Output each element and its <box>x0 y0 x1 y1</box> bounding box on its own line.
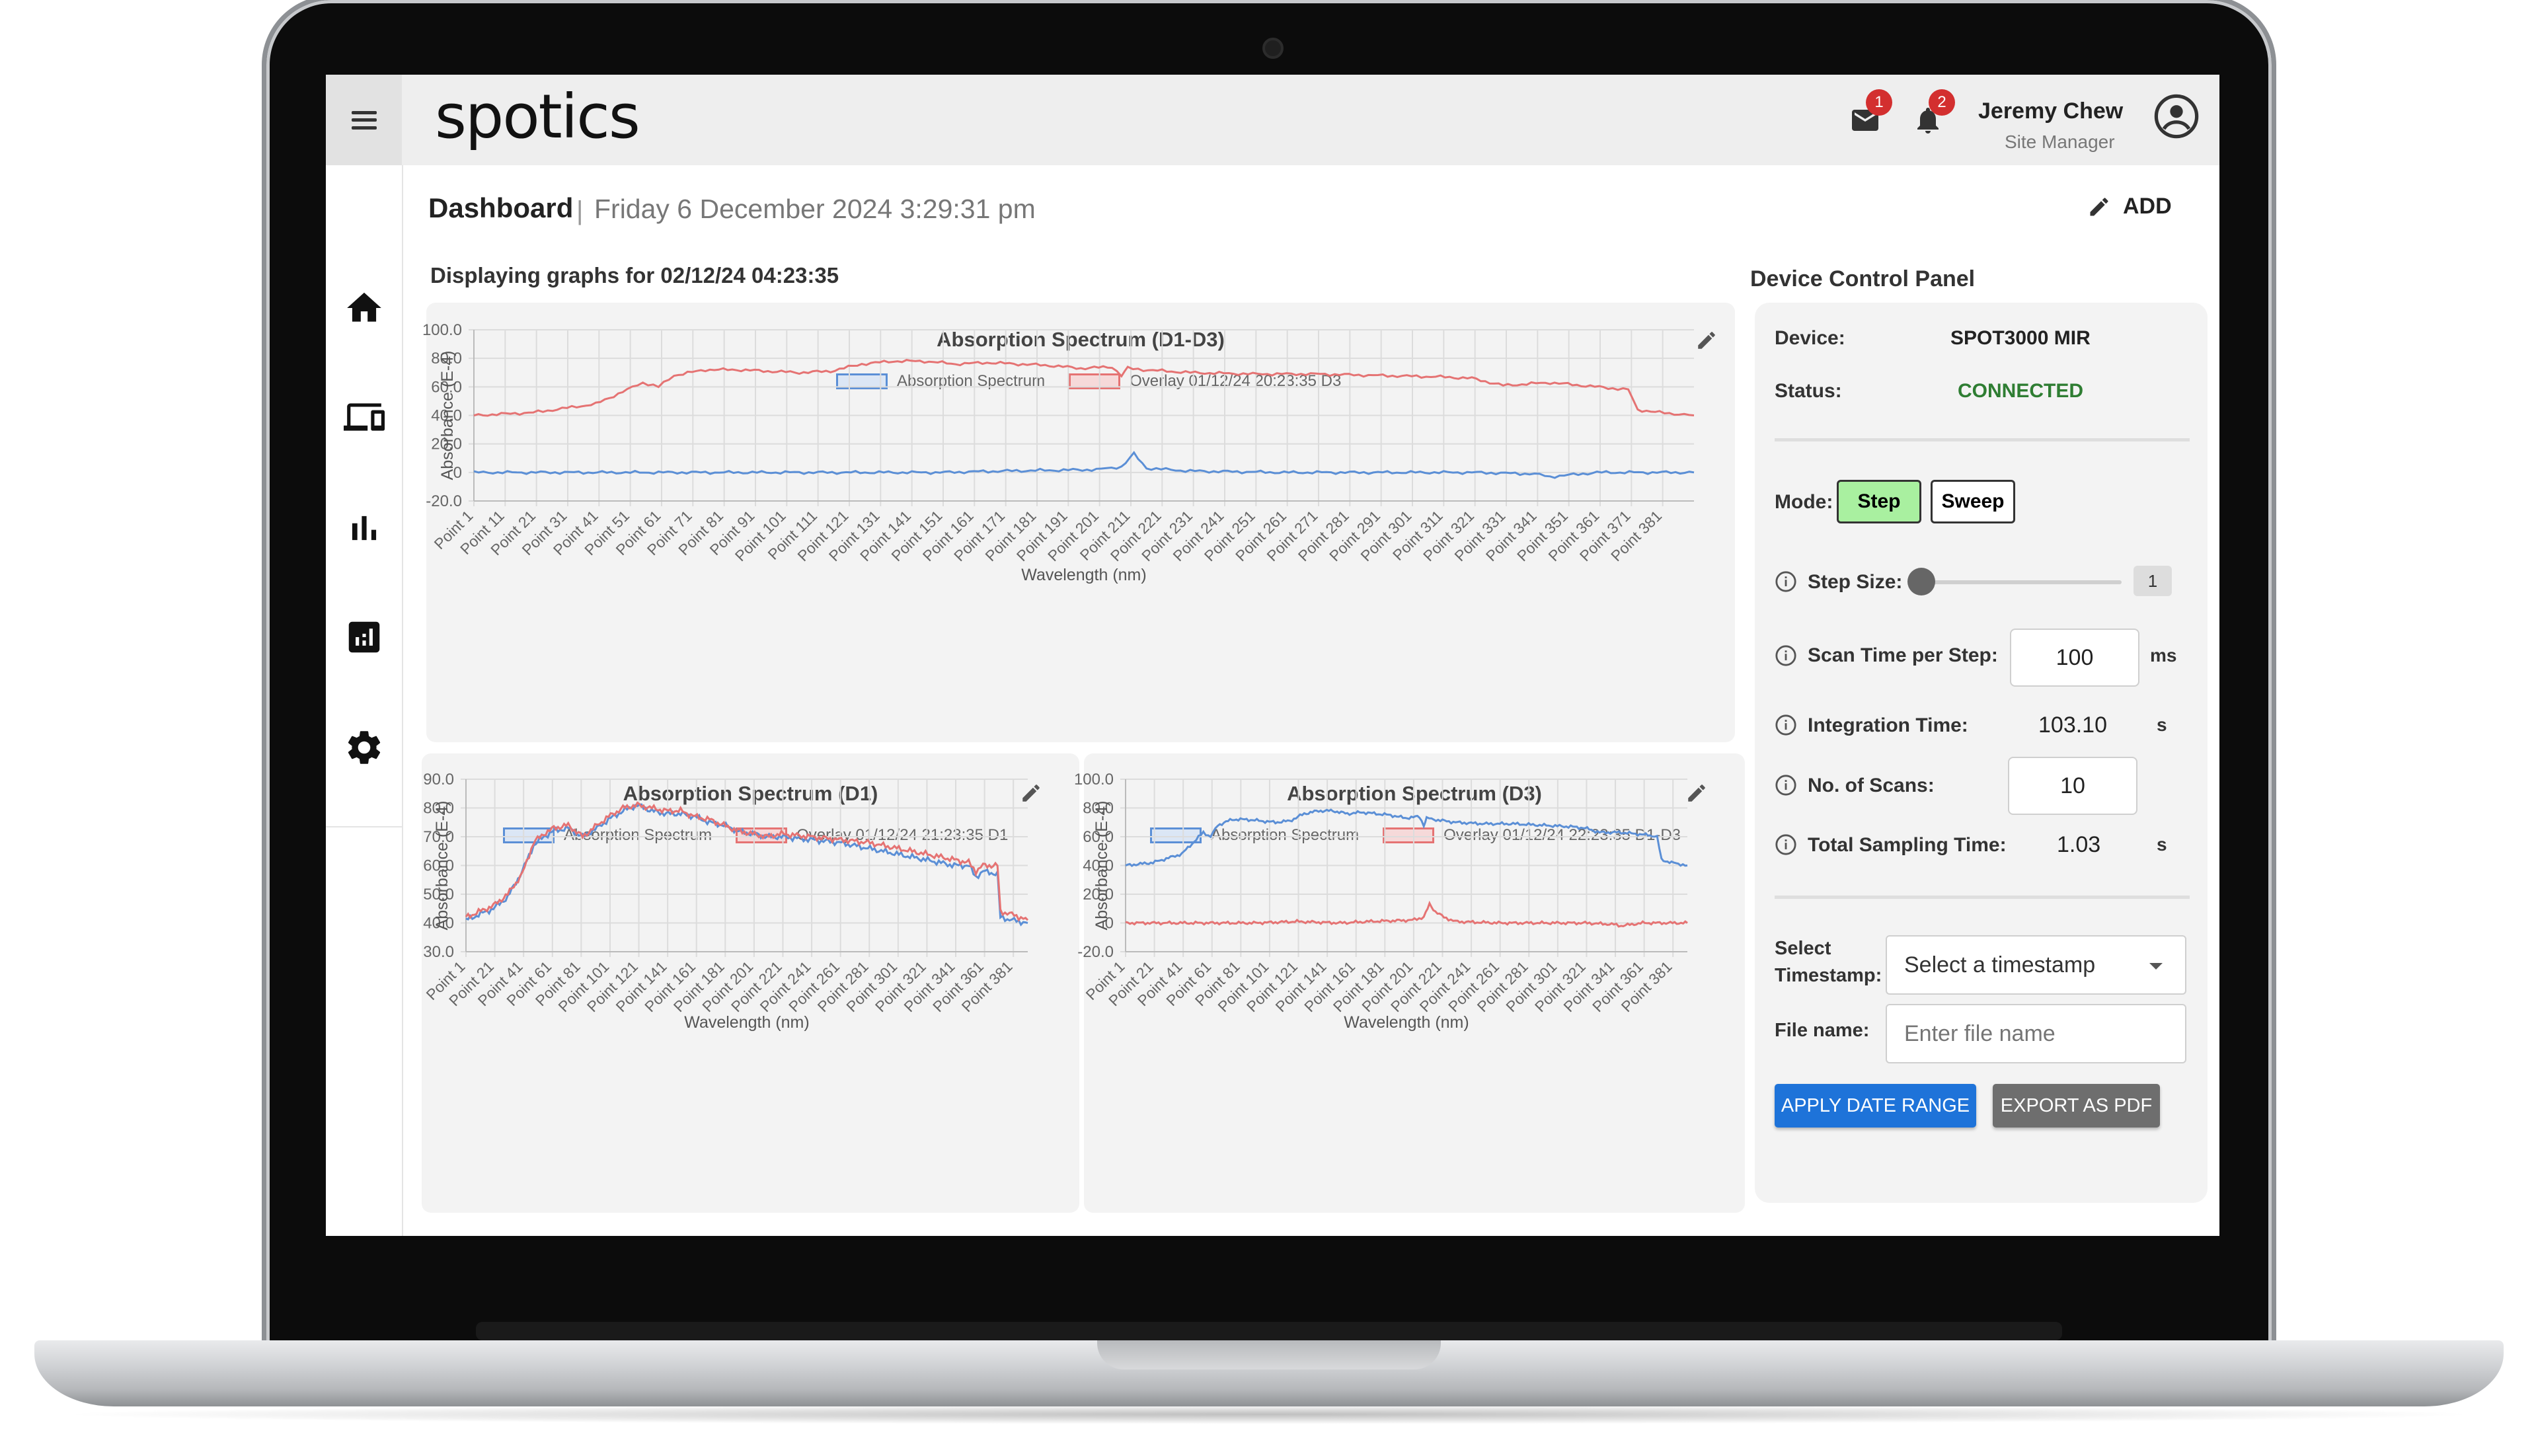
step-size-value: 1 <box>2134 566 2172 596</box>
chart-card-d3: Absorption Spectrum (D3) Absorption Spec… <box>1084 753 1745 1213</box>
user-name: Jeremy Chew <box>1978 98 2124 124</box>
chart-title: Absorption Spectrum (D1-D3) <box>937 328 1225 351</box>
page-datetime: Friday 6 December 2024 3:29:31 pm <box>594 194 1036 224</box>
total-time-label: Total Sampling Time: <box>1808 834 2007 856</box>
info-icon <box>1775 775 1796 796</box>
chart-title: Absorption Spectrum (D3) <box>1287 782 1542 805</box>
legend-swatch-red <box>736 827 788 843</box>
settings-icon[interactable] <box>344 727 385 768</box>
home-icon[interactable] <box>344 287 385 328</box>
step-size-slider-track[interactable] <box>1923 580 2122 584</box>
account-circle-icon[interactable] <box>2153 93 2200 139</box>
laptop-shadow <box>53 1404 2485 1424</box>
app-screen: spotics 1 2 Jeremy Chew Site Manager <box>326 75 2219 1236</box>
mail-badge: 1 <box>1866 89 1892 116</box>
panel-divider <box>1775 438 2190 441</box>
legend-swatch-blue <box>503 827 555 843</box>
chart-title: Absorption Spectrum (D1) <box>623 782 878 805</box>
mode-step-button[interactable]: Step <box>1837 480 1921 523</box>
displaying-text: Displaying graphs for 02/12/24 04:23:35 <box>430 263 839 287</box>
mode-label: Mode: <box>1775 491 1833 513</box>
page-title: Dashboard <box>428 192 574 223</box>
edit-chart-icon[interactable] <box>1020 782 1042 804</box>
top-bar: spotics 1 2 Jeremy Chew Site Manager <box>326 75 2219 165</box>
status-value: CONNECTED <box>1958 380 2084 402</box>
app-logo: spotics <box>435 81 640 152</box>
device-value: SPOT3000 MIR <box>1950 327 2091 349</box>
legend-swatch-blue <box>836 373 888 389</box>
export-pdf-button[interactable]: EXPORT AS PDF <box>1993 1084 2160 1128</box>
num-scans-input[interactable]: 10 <box>2008 757 2137 815</box>
step-size-label: Step Size: <box>1808 571 1903 593</box>
apply-date-range-button[interactable]: APPLY DATE RANGE <box>1775 1084 1976 1128</box>
nav-divider <box>326 826 402 827</box>
laptop-hinge <box>476 1322 2062 1340</box>
chart-legend: Absorption Spectrum Overlay 01/12/24 22:… <box>1150 826 1695 845</box>
chart-card-d1: Absorption Spectrum (D1) Absorption Spec… <box>422 753 1079 1213</box>
hamburger-icon <box>351 110 377 130</box>
legend-label: Absorption Spectrum <box>897 372 1046 390</box>
title-separator: | <box>576 196 584 225</box>
legend-swatch-blue <box>1150 827 1202 843</box>
timestamp-select-value: Select a timestamp <box>1904 952 2096 977</box>
legend-label: Overlay 01/12/24 21:23:35 D1 <box>796 826 1009 844</box>
notification-badge: 2 <box>1929 89 1955 116</box>
file-name-input[interactable] <box>1886 1004 2186 1063</box>
total-time-value: 1.03 <box>2057 832 2101 857</box>
legend-label: Overlay 01/12/24 20:23:35 D3 <box>1130 372 1342 390</box>
legend-label: Overlay 01/12/24 22:23:35 D1-D3 <box>1443 826 1681 844</box>
devices-icon[interactable] <box>344 397 385 438</box>
add-button[interactable]: ADD <box>2087 194 2172 219</box>
device-label: Device: <box>1775 327 1845 349</box>
chart-legend: Absorption Spectrum Overlay 01/12/24 20:… <box>836 372 1356 391</box>
step-size-slider-thumb[interactable] <box>1907 568 1935 595</box>
legend-swatch-red <box>1383 827 1435 843</box>
laptop-notch <box>1097 1340 1441 1369</box>
scan-time-label: Scan Time per Step: <box>1808 644 1998 666</box>
chart-card-d1-d3: Absorption Spectrum (D1-D3) Absorption S… <box>426 303 1735 742</box>
chart-legend: Absorption Spectrum Overlay 01/12/24 21:… <box>503 826 1022 845</box>
edit-chart-icon[interactable] <box>1685 782 1708 804</box>
mode-sweep-button[interactable]: Sweep <box>1931 480 2015 523</box>
report-icon[interactable] <box>344 617 385 658</box>
info-icon <box>1775 645 1796 666</box>
edit-chart-icon[interactable] <box>1695 329 1718 352</box>
num-scans-label: No. of Scans: <box>1808 775 1935 796</box>
total-time-unit: s <box>2157 834 2167 855</box>
side-nav <box>326 165 403 1236</box>
info-icon <box>1775 571 1796 592</box>
timestamp-select[interactable]: Select a timestamp <box>1886 935 2186 995</box>
integration-label: Integration Time: <box>1808 714 1968 736</box>
panel-divider <box>1775 896 2190 899</box>
legend-label: Absorption Spectrum <box>564 826 712 844</box>
user-role: Site Manager <box>2005 132 2115 152</box>
chevron-down-icon <box>2149 963 2163 970</box>
integration-unit: s <box>2157 714 2167 735</box>
select-timestamp-label-1: Select <box>1775 938 1831 959</box>
pencil-icon <box>2090 197 2108 215</box>
select-timestamp-label-2: Timestamp: <box>1775 965 1882 986</box>
camera <box>1262 38 1284 59</box>
scan-time-unit: ms <box>2150 645 2177 666</box>
mail-icon[interactable] <box>1849 104 1881 136</box>
info-icon <box>1775 834 1796 855</box>
file-name-label: File name: <box>1775 1020 1870 1041</box>
panel-title: Device Control Panel <box>1750 266 1976 291</box>
legend-label: Absorption Spectrum <box>1211 826 1360 844</box>
bar-chart-icon[interactable] <box>344 508 385 549</box>
bell-icon[interactable] <box>1912 104 1944 136</box>
integration-value: 103.10 <box>2038 712 2107 738</box>
info-icon <box>1775 714 1796 736</box>
add-label: ADD <box>2123 194 2172 219</box>
scan-time-input[interactable]: 100 <box>2010 629 2139 687</box>
status-label: Status: <box>1775 380 1842 402</box>
legend-swatch-red <box>1069 373 1121 389</box>
menu-button[interactable] <box>326 75 402 165</box>
